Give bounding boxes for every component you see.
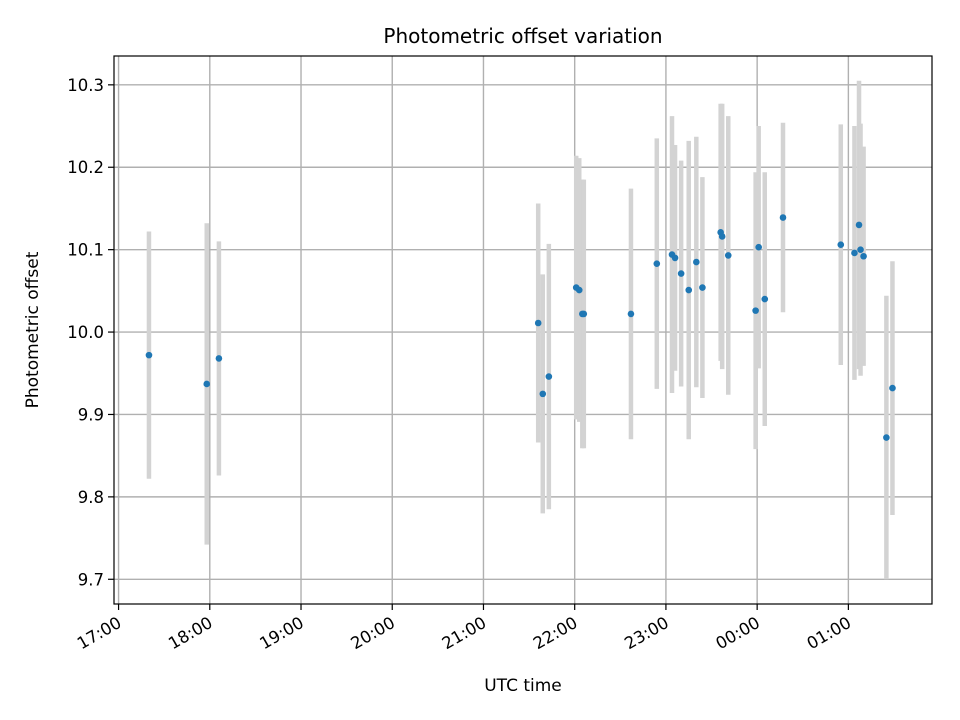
y-gridlines bbox=[114, 84, 932, 580]
data-point bbox=[215, 355, 223, 362]
data-point bbox=[883, 434, 890, 441]
y-tick-label: 10.3 bbox=[67, 76, 104, 95]
error-bars bbox=[146, 80, 895, 580]
data-point bbox=[575, 286, 583, 294]
data-point bbox=[545, 373, 553, 380]
data-point bbox=[889, 384, 896, 392]
data-point bbox=[752, 307, 759, 314]
data-point bbox=[855, 221, 863, 229]
x-tick-label: 20:00 bbox=[348, 613, 399, 653]
chart-title: Photometric offset variation bbox=[383, 24, 662, 48]
x-tick-label: 21:00 bbox=[439, 613, 490, 653]
data-point bbox=[534, 319, 542, 327]
data-point bbox=[837, 241, 845, 249]
data-point bbox=[653, 260, 661, 267]
data-point bbox=[779, 214, 787, 221]
x-tick-label: 01:00 bbox=[804, 613, 855, 653]
data-point bbox=[724, 252, 732, 259]
data-point bbox=[145, 351, 153, 359]
x-axis-ticks: 17:00 18:00 19:00 20:00 21:00 22:00 23:00 00:00… bbox=[74, 604, 855, 653]
data-point bbox=[851, 249, 858, 257]
y-tick-label: 9.7 bbox=[78, 570, 104, 589]
x-tick-label: 00:00 bbox=[712, 613, 763, 653]
data-point bbox=[539, 390, 547, 398]
data-point bbox=[671, 254, 679, 262]
y-axis-ticks: 9.7 9.8 9.9 10.0 10.1 10.2 10.3 bbox=[67, 76, 114, 589]
x-tick-label: 18:00 bbox=[165, 613, 216, 653]
data-point bbox=[685, 286, 693, 294]
data-point bbox=[857, 246, 864, 253]
data-point bbox=[755, 243, 762, 251]
data-point bbox=[699, 284, 706, 291]
data-point bbox=[677, 270, 685, 277]
x-tick-label: 23:00 bbox=[621, 613, 672, 653]
data-point bbox=[693, 258, 700, 266]
data-points bbox=[145, 214, 896, 441]
data-point bbox=[860, 252, 867, 260]
x-tick-label: 22:00 bbox=[530, 613, 581, 653]
y-tick-label: 10.0 bbox=[67, 323, 104, 342]
data-point bbox=[718, 233, 726, 240]
x-axis-label: UTC time bbox=[484, 676, 562, 696]
data-point bbox=[761, 295, 769, 303]
y-tick-label: 10.2 bbox=[67, 158, 104, 177]
x-gridlines bbox=[117, 56, 850, 604]
y-axis-label: Photometric offset bbox=[23, 251, 43, 408]
y-tick-label: 10.1 bbox=[67, 241, 104, 260]
data-point bbox=[203, 380, 211, 388]
data-point bbox=[580, 310, 588, 318]
y-tick-label: 9.8 bbox=[78, 488, 104, 507]
y-tick-label: 9.9 bbox=[78, 405, 104, 424]
data-point bbox=[627, 310, 635, 318]
x-tick-label: 17:00 bbox=[74, 613, 125, 653]
plot-frame bbox=[113, 55, 933, 605]
x-tick-label: 19:00 bbox=[256, 613, 307, 653]
